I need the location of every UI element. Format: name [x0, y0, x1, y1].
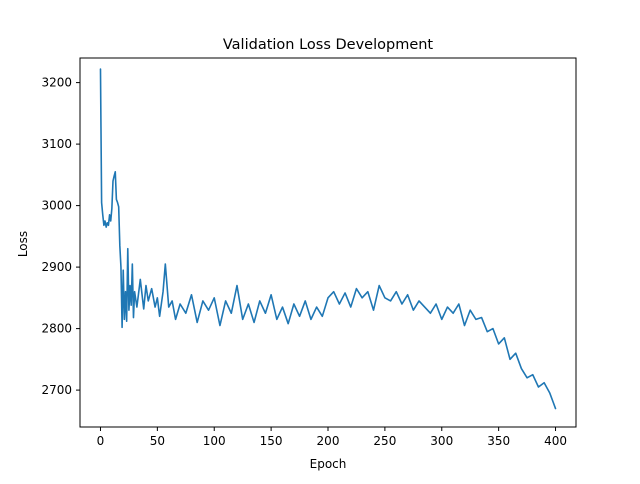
- x-tick-label: 50: [150, 434, 165, 448]
- y-tick-label: 3200: [41, 76, 72, 90]
- series-group: [99, 68, 557, 410]
- x-axis-label: Epoch: [310, 457, 347, 471]
- x-tick-label: 0: [97, 434, 105, 448]
- y-axis-label: Loss: [16, 231, 30, 257]
- chart-title: Validation Loss Development: [223, 37, 434, 53]
- x-tick-label: 250: [373, 434, 396, 448]
- x-tick-label: 400: [544, 434, 567, 448]
- x-tick-label: 350: [487, 434, 510, 448]
- y-tick-label: 2900: [41, 260, 72, 274]
- series-line: [99, 68, 557, 410]
- y-tick-label: 3100: [41, 137, 72, 151]
- y-tick-label: 2700: [41, 383, 72, 397]
- x-tick-label: 300: [430, 434, 453, 448]
- axes: 0 50 100 150 200 250 300 350 400 2700 2800 2900 3000…: [41, 76, 567, 448]
- y-tick-label: 2800: [41, 322, 72, 336]
- x-tick-label: 150: [260, 434, 283, 448]
- x-tick-label: 100: [203, 434, 226, 448]
- plot-frame: [79, 57, 577, 428]
- y-tick-label: 3000: [41, 199, 72, 213]
- x-tick-label: 200: [317, 434, 340, 448]
